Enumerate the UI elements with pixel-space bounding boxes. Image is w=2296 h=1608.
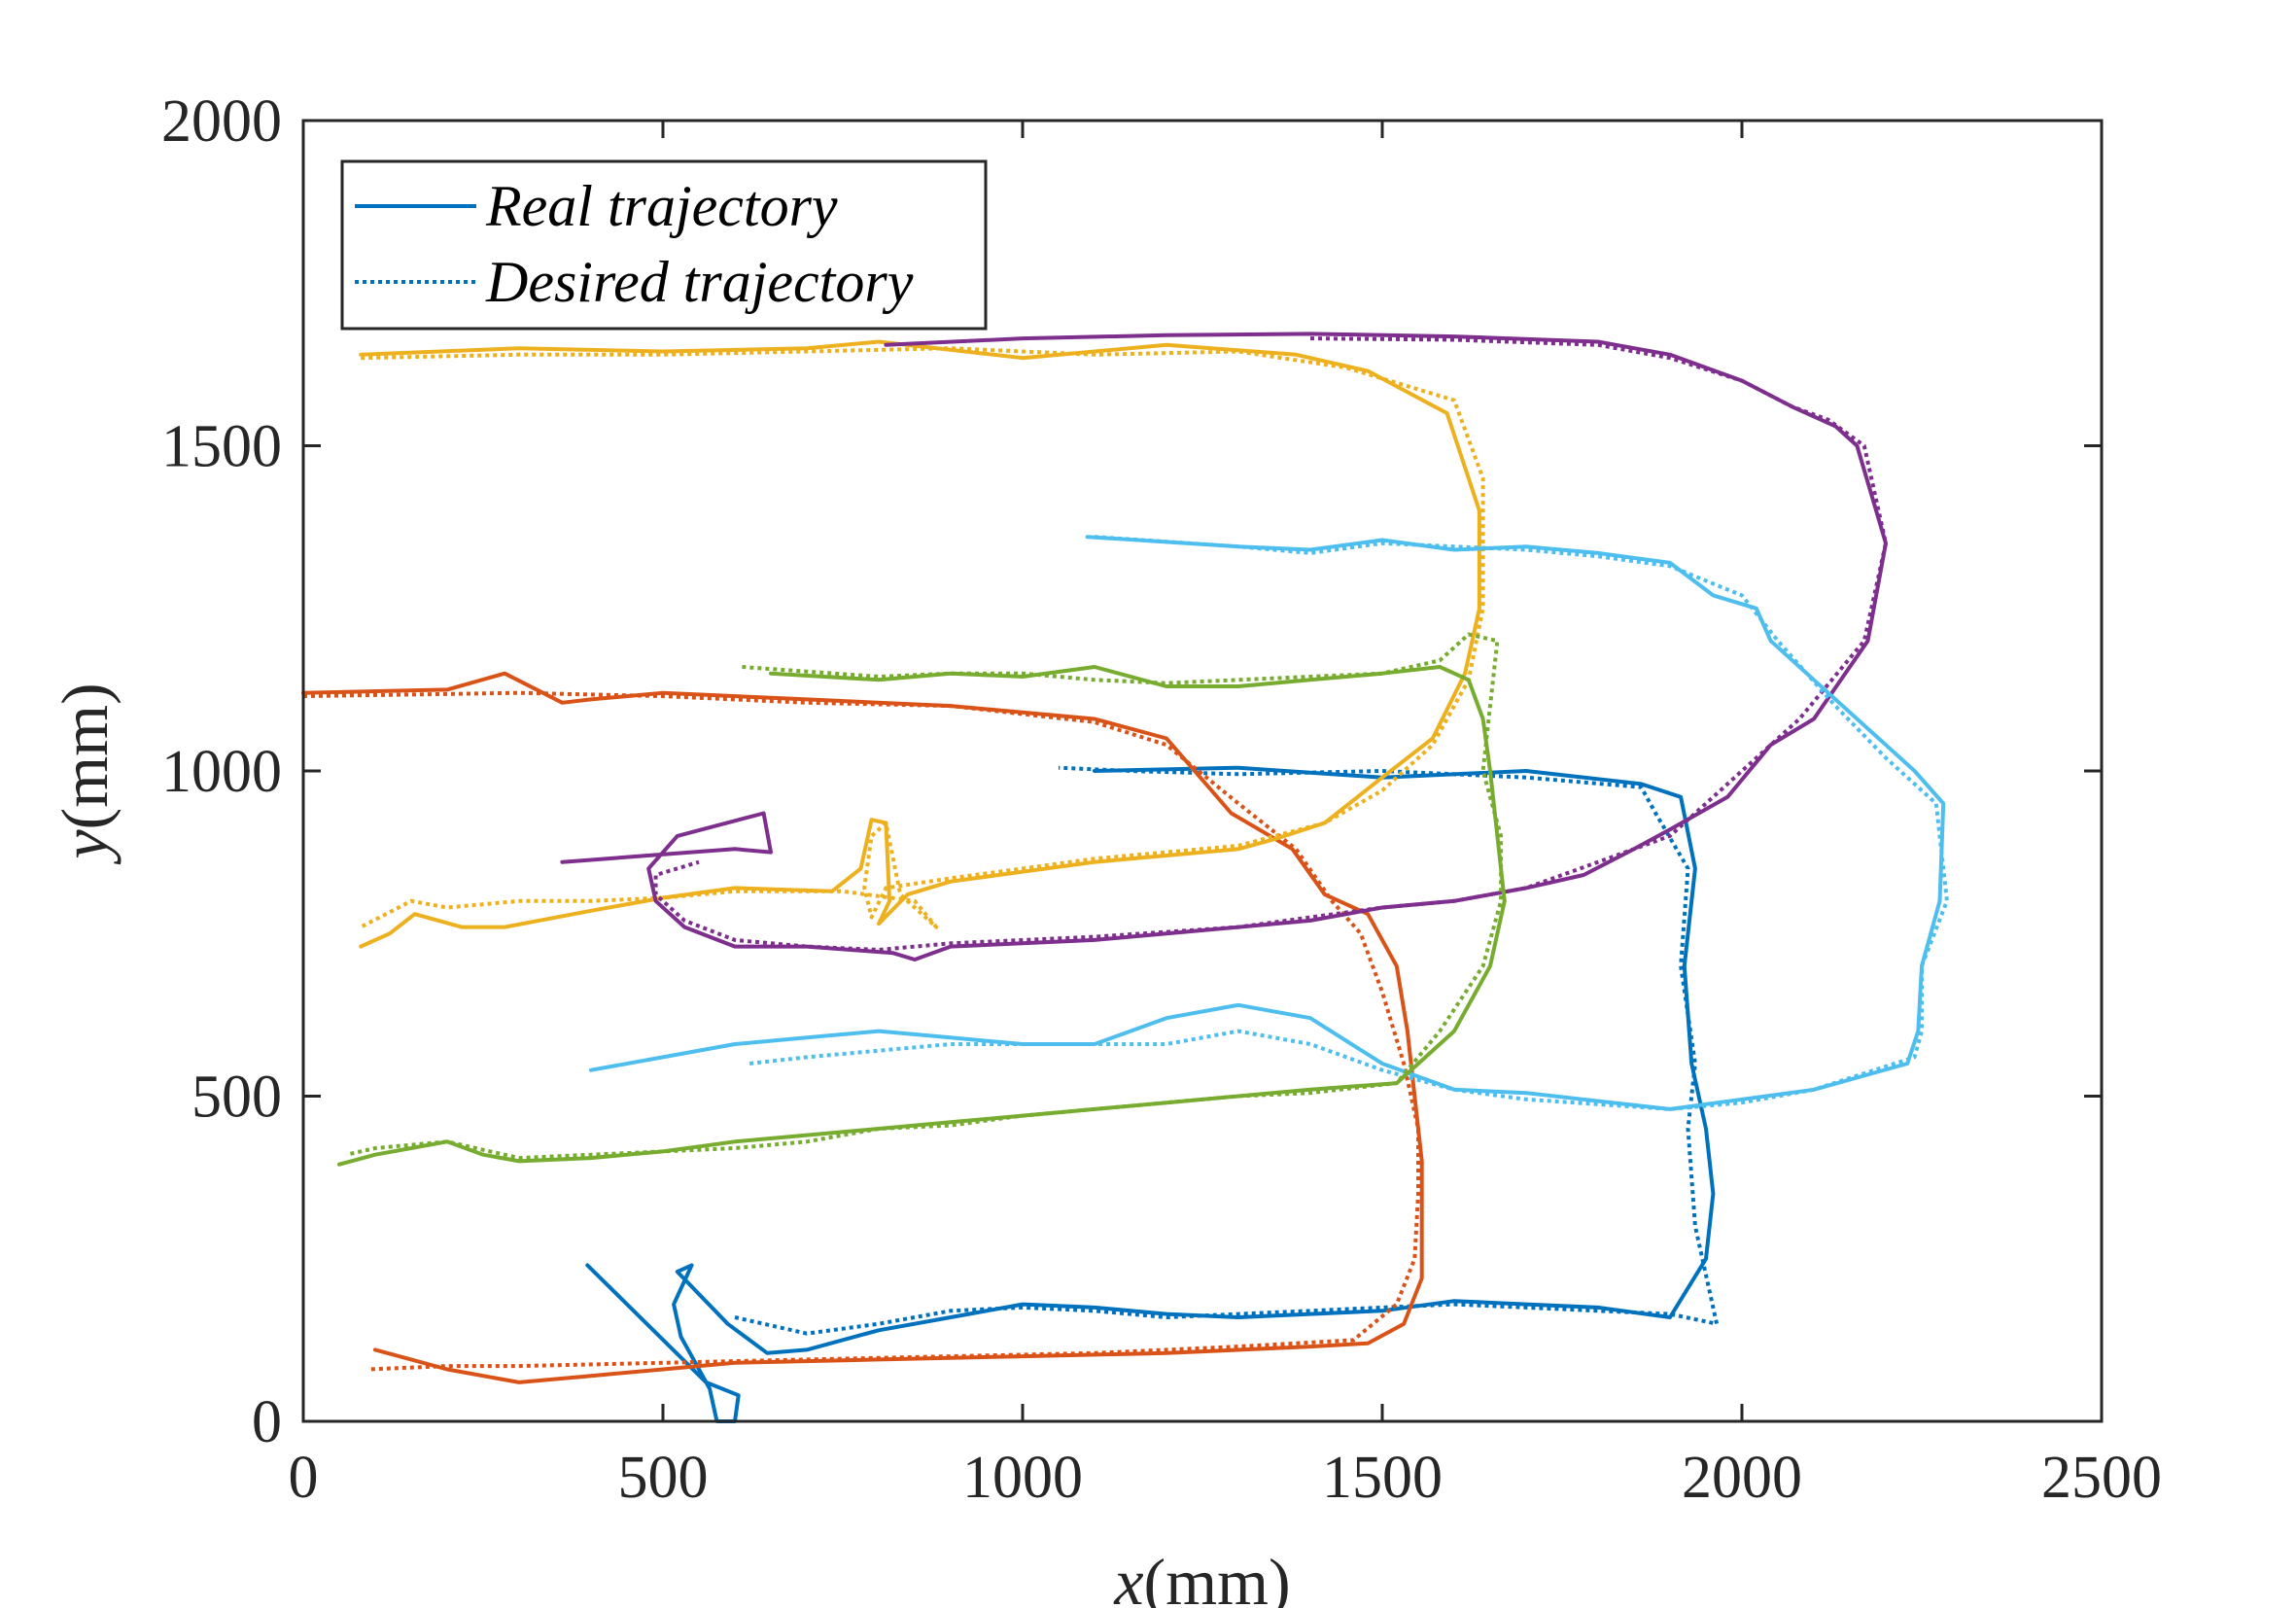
y-tick-label: 500 [191, 1065, 282, 1131]
legend-desired-label: Desired trajectory [485, 250, 914, 314]
legend-box [340, 159, 988, 331]
legend: Real trajectory Desired trajectory [340, 159, 988, 331]
x-tick-label: 2000 [1682, 1445, 1802, 1511]
series-yellow-desired [360, 346, 1485, 929]
series-blue-desired [734, 765, 1720, 1336]
series-yellow-real [359, 339, 1481, 949]
x-tick-label: 2500 [2041, 1445, 2162, 1511]
series-blue [585, 765, 1720, 1423]
y-axis-var: y [48, 829, 122, 865]
plot-background [303, 121, 2102, 1421]
series-light-blue-real [589, 535, 1946, 1111]
y-tick-label: 1500 [161, 414, 282, 480]
x-axis-var: x [1113, 1545, 1143, 1608]
series-light-blue [589, 535, 1949, 1111]
series-blue-real [585, 765, 1716, 1423]
series-purple-real [560, 332, 1888, 961]
y-axis-unit: (mm) [48, 682, 122, 829]
x-tick-label: 500 [618, 1445, 709, 1511]
x-tick-label: 0 [289, 1445, 319, 1511]
series-orange-real [301, 671, 1424, 1384]
series-green-real [337, 665, 1507, 1167]
x-axis-unit: (mm) [1144, 1545, 1291, 1608]
series-purple-desired [653, 336, 1888, 952]
y-tick-label: 0 [252, 1389, 282, 1455]
series-orange [301, 671, 1424, 1384]
tick-layer: 0 500 1000 1500 2000 2500 0 500 1000 1500 2000 [161, 88, 2162, 1511]
x-tick-label: 1000 [962, 1445, 1083, 1511]
x-tick-label: 1500 [1322, 1445, 1443, 1511]
y-tick-label: 2000 [161, 88, 282, 155]
series-green-desired [345, 632, 1504, 1161]
series-purple [560, 332, 1888, 961]
plot-area: 0 500 1000 1500 2000 2500 0 500 1000 1500 2000 [161, 88, 2162, 1511]
x-axis-label: x(mm) [1113, 1545, 1290, 1608]
series-yellow [359, 339, 1485, 949]
y-tick-label: 1000 [161, 739, 282, 805]
y-axis-label: y(mm) [48, 682, 122, 864]
legend-real-label: Real trajectory [485, 174, 838, 238]
series-layer [301, 332, 1949, 1423]
series-green [337, 632, 1507, 1167]
